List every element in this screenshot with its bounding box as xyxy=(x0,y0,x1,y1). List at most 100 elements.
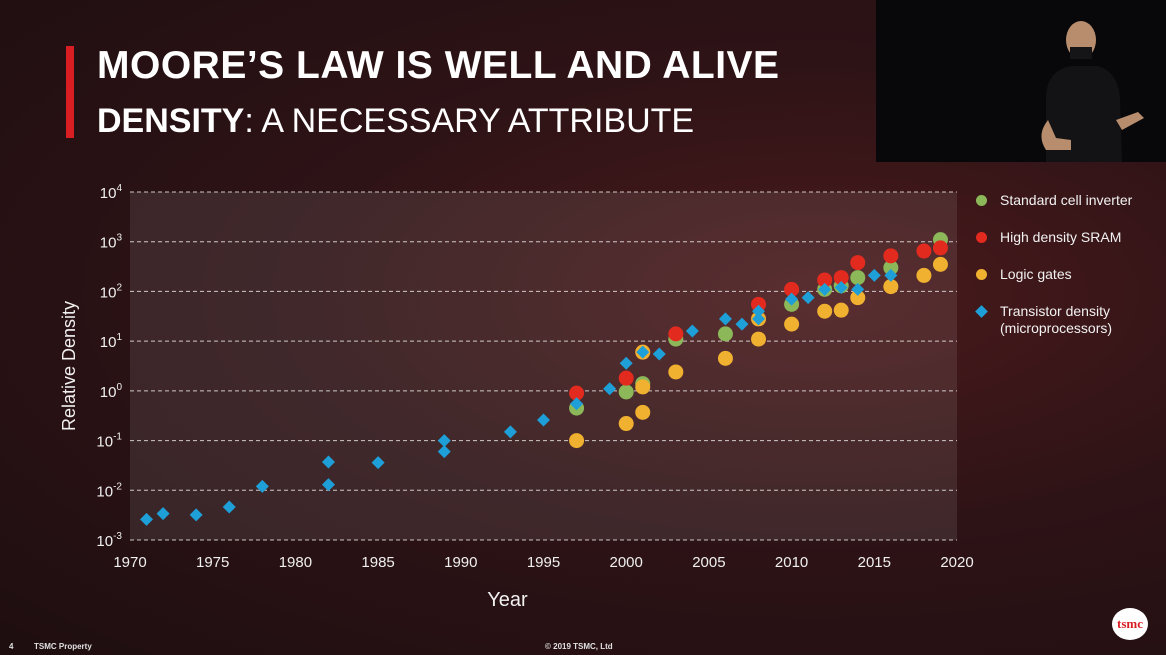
data-point-transistor xyxy=(437,434,451,448)
data-point-transistor xyxy=(867,268,881,282)
y-tick-label: 10-2 xyxy=(96,481,122,500)
legend-label-transistor: Transistor density (microprocessors) xyxy=(1000,303,1113,336)
data-point-inverter xyxy=(883,260,899,276)
y-tick-label: 103 xyxy=(100,233,123,252)
data-point-logic xyxy=(569,433,585,449)
logo-text: tsmc xyxy=(1117,616,1143,631)
data-point-transistor xyxy=(735,317,749,331)
data-point-transistor xyxy=(371,456,385,470)
data-point-logic xyxy=(817,303,833,319)
data-point-transistor xyxy=(851,282,865,296)
data-point-transistor xyxy=(503,425,517,439)
data-point-transistor xyxy=(255,479,269,493)
x-tick-label: 1970 xyxy=(113,554,146,571)
data-point-sram xyxy=(569,385,585,401)
data-point-logic xyxy=(618,416,634,432)
data-point-transistor xyxy=(636,345,650,359)
data-point-transistor xyxy=(321,478,335,492)
data-point-transistor xyxy=(537,413,550,427)
x-tick-label: 1995 xyxy=(527,554,560,571)
slide-title: MOORE’S LAW IS WELL AND ALIVE xyxy=(97,44,780,88)
data-point-logic xyxy=(833,302,849,318)
x-tick-label: 1975 xyxy=(196,554,229,571)
slide-subtitle-rest: : A NECESSARY ATTRIBUTE xyxy=(244,102,695,140)
slide-title-rest: IS WELL AND ALIVE xyxy=(384,44,780,87)
y-tick-label: 102 xyxy=(100,282,123,301)
data-point-logic xyxy=(635,404,651,420)
data-point-transistor xyxy=(685,324,699,338)
data-point-transistor xyxy=(189,508,203,522)
data-point-transistor xyxy=(652,347,666,361)
data-point-sram xyxy=(668,326,684,342)
data-point-transistor xyxy=(570,397,584,411)
y-tick-label: 10-3 xyxy=(96,531,122,550)
slide-subtitle: DENSITY: A NECESSARY ATTRIBUTE xyxy=(97,102,694,141)
speaker-silhouette xyxy=(876,0,1166,162)
legend-item-inverter: Standard cell inverter xyxy=(976,192,1156,209)
data-point-transistor xyxy=(718,312,732,326)
copyright-notice: © 2019 TSMC, Ltd xyxy=(545,642,613,651)
slide-title-main: MOORE’S LAW xyxy=(97,44,385,87)
x-axis-ticks: 1970 1975 1980 1985 1990 1995 2000 2005 2010 2015… xyxy=(113,554,973,571)
data-point-logic xyxy=(932,256,948,272)
legend-item-sram: High density SRAM xyxy=(976,229,1156,246)
x-tick-label: 1990 xyxy=(444,554,477,571)
x-tick-label: 2015 xyxy=(858,554,891,571)
data-point-transistor xyxy=(818,282,832,296)
x-tick-label: 2005 xyxy=(692,554,725,571)
y-axis-ticks: 10-3 10-2 10-1 100 101 102 103 104 xyxy=(96,183,122,550)
data-point-sram xyxy=(916,243,932,259)
data-point-transistor xyxy=(140,512,154,526)
data-point-sram xyxy=(850,255,866,271)
data-point-transistor xyxy=(156,507,170,521)
y-tick-label: 104 xyxy=(100,183,123,202)
y-tick-label: 10-1 xyxy=(96,432,122,451)
legend-label-inverter: Standard cell inverter xyxy=(1000,192,1133,208)
data-point-sram xyxy=(932,240,948,256)
legend-label-logic: Logic gates xyxy=(1000,266,1072,282)
data-point-logic xyxy=(883,279,899,295)
data-point-transistor xyxy=(321,455,335,469)
x-tick-label: 1985 xyxy=(361,554,394,571)
data-point-inverter xyxy=(717,326,733,342)
x-tick-label: 2010 xyxy=(775,554,808,571)
data-point-transistor xyxy=(752,312,766,326)
legend-marker-sram xyxy=(976,232,987,243)
data-point-sram xyxy=(618,370,634,386)
data-point-transistor xyxy=(834,280,848,294)
data-point-logic xyxy=(635,379,651,395)
chart-legend: Standard cell inverter High density SRAM… xyxy=(975,192,1156,357)
legend-marker-transistor xyxy=(975,305,988,318)
x-tick-label: 2000 xyxy=(610,554,643,571)
legend-item-transistor: Transistor density (microprocessors) xyxy=(975,303,1156,337)
title-accent-bar xyxy=(66,46,74,138)
data-point-transistor xyxy=(884,268,898,282)
data-point-logic xyxy=(916,267,932,283)
tsmc-logo: tsmc xyxy=(1112,608,1148,640)
legend-label-sram: High density SRAM xyxy=(1000,229,1122,245)
speaker-video-feed xyxy=(876,0,1166,162)
slide-subtitle-bold: DENSITY xyxy=(97,102,245,140)
data-point-inverter xyxy=(850,270,866,286)
y-tick-label: 100 xyxy=(100,382,123,401)
data-point-sram xyxy=(883,248,899,264)
plot-area xyxy=(130,192,957,540)
data-point-sram xyxy=(784,281,800,297)
data-point-transistor xyxy=(437,445,451,459)
data-point-sram xyxy=(817,272,833,288)
data-point-logic xyxy=(784,316,800,332)
data-point-transistor xyxy=(222,500,236,514)
data-point-logic xyxy=(751,331,767,347)
data-point-transistor xyxy=(785,292,799,306)
data-point-logic xyxy=(668,364,684,380)
legend-marker-logic xyxy=(976,269,987,280)
property-label: TSMC Property xyxy=(34,642,92,651)
y-tick-label: 101 xyxy=(100,332,123,351)
legend-marker-inverter xyxy=(976,195,987,206)
data-point-sram xyxy=(833,270,849,286)
data-point-inverter xyxy=(618,384,634,400)
page-number: 4 xyxy=(9,642,14,651)
x-axis-label: Year xyxy=(487,589,528,611)
data-points xyxy=(140,232,948,526)
